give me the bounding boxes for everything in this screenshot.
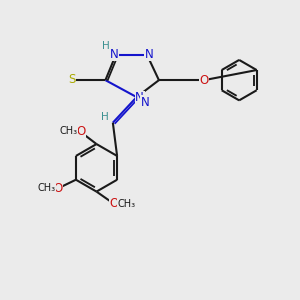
- Text: CH₃: CH₃: [37, 183, 55, 193]
- Text: N: N: [145, 48, 154, 61]
- Text: N: N: [110, 48, 119, 61]
- Text: N: N: [141, 96, 149, 109]
- Text: CH₃: CH₃: [60, 126, 78, 136]
- Text: O: O: [200, 74, 209, 87]
- Text: O: O: [110, 197, 119, 210]
- Text: CH₃: CH₃: [118, 199, 136, 209]
- Text: O: O: [76, 125, 86, 138]
- Text: H: H: [101, 41, 109, 51]
- Text: H: H: [100, 112, 108, 122]
- Text: S: S: [68, 73, 76, 86]
- Text: N: N: [135, 91, 144, 104]
- Text: O: O: [53, 182, 63, 195]
